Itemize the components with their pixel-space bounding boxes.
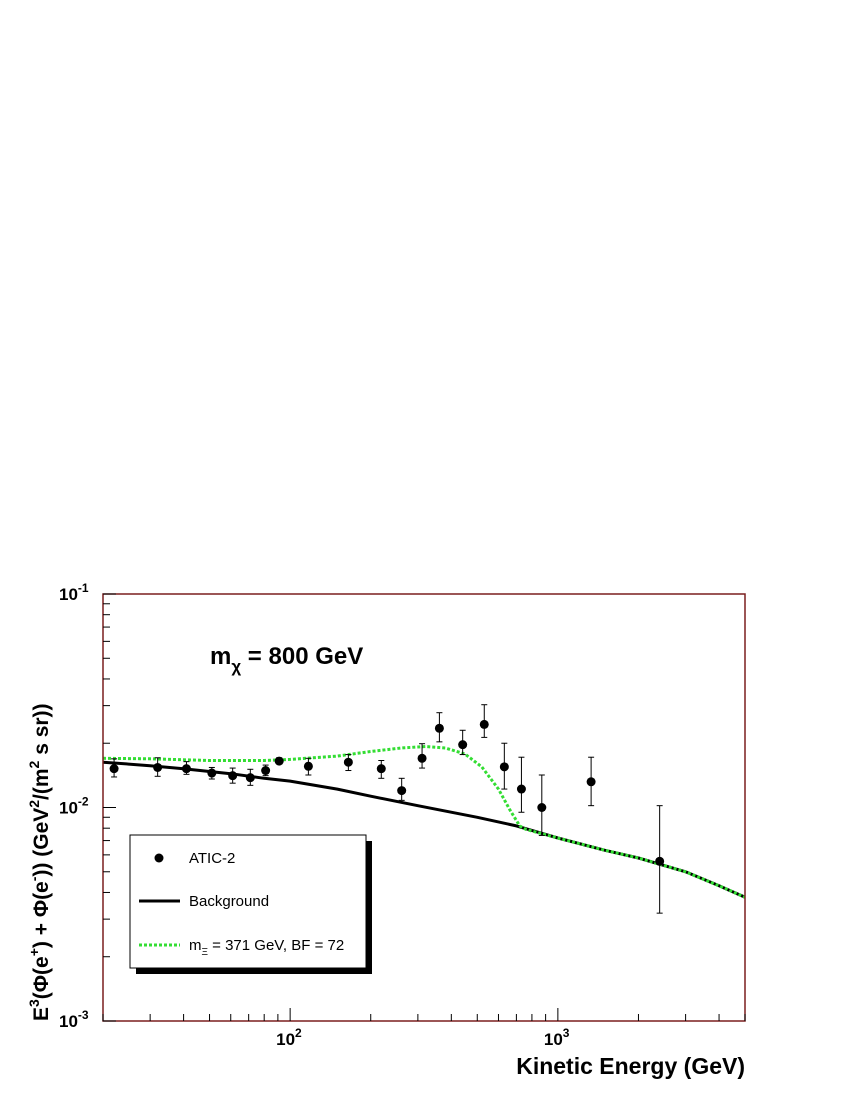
data-point	[153, 762, 163, 772]
axis-labels: 102 103 10-1 10-2 10-3 Kinetic Energy (GeV) E3…	[26, 581, 745, 1079]
data-point	[499, 762, 509, 772]
chart-annotation: mχ = 800 GeV	[210, 643, 363, 676]
data-point	[303, 761, 313, 771]
legend-marker	[154, 853, 164, 863]
data-point	[586, 777, 596, 787]
data-point	[516, 784, 526, 794]
data-point	[181, 764, 191, 774]
y-tick-label: 10-2	[59, 795, 89, 818]
axis-ticks	[102, 593, 746, 1022]
data-point	[417, 753, 427, 763]
x-axis-title: Kinetic Energy (GeV)	[516, 1053, 745, 1079]
data-point	[274, 756, 284, 766]
data-point	[655, 856, 665, 866]
y-tick-label: 10-3	[59, 1008, 89, 1031]
data-point	[434, 723, 444, 733]
data-point	[228, 771, 238, 781]
signal-curve	[103, 745, 745, 899]
legend-label: mΞ = 371 GeV, BF = 72	[189, 937, 344, 958]
data-point	[479, 719, 489, 729]
data-point	[376, 764, 386, 774]
legend-label: Background	[189, 893, 269, 910]
x-tick-label: 102	[276, 1026, 302, 1049]
data-point	[109, 764, 119, 774]
legend-label: ATIC-2	[189, 850, 235, 867]
data-point	[537, 803, 547, 812]
data-point	[343, 757, 353, 767]
data-point	[261, 766, 271, 776]
y-tick-label: 10-1	[59, 581, 89, 604]
x-tick-label: 103	[544, 1026, 570, 1049]
data-point	[245, 773, 255, 783]
legend: ATIC-2 Background mΞ = 371 GeV, BF = 72	[129, 834, 372, 974]
data-point	[397, 786, 407, 796]
data-point	[207, 768, 217, 778]
y-axis-title: E3(Φ(e+) + Φ(e-)) (GeV2/(m2 s sr))	[26, 703, 53, 1021]
data-point	[458, 740, 468, 750]
plot-series	[103, 704, 745, 914]
